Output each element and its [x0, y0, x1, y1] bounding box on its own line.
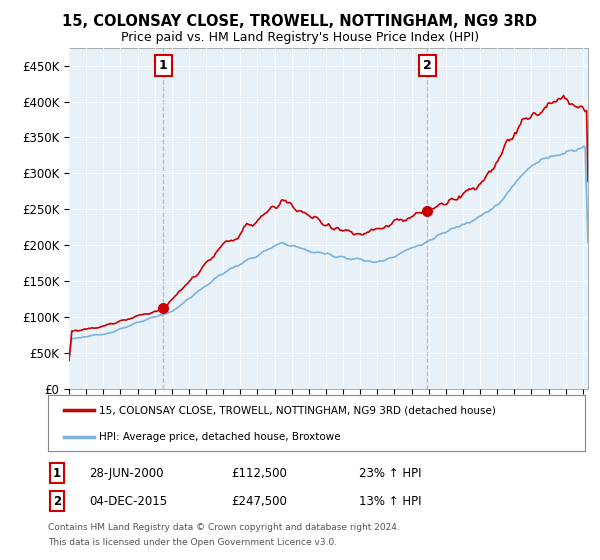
Text: 2: 2: [423, 59, 431, 72]
Text: HPI: Average price, detached house, Broxtowe: HPI: Average price, detached house, Brox…: [99, 432, 341, 442]
Text: 04-DEC-2015: 04-DEC-2015: [89, 494, 167, 508]
Text: 2: 2: [53, 494, 61, 508]
Text: 1: 1: [159, 59, 167, 72]
Text: This data is licensed under the Open Government Licence v3.0.: This data is licensed under the Open Gov…: [48, 538, 337, 547]
Text: £247,500: £247,500: [231, 494, 287, 508]
Text: Price paid vs. HM Land Registry's House Price Index (HPI): Price paid vs. HM Land Registry's House …: [121, 31, 479, 44]
Text: 1: 1: [53, 466, 61, 480]
Text: 15, COLONSAY CLOSE, TROWELL, NOTTINGHAM, NG9 3RD: 15, COLONSAY CLOSE, TROWELL, NOTTINGHAM,…: [62, 14, 538, 29]
Text: 15, COLONSAY CLOSE, TROWELL, NOTTINGHAM, NG9 3RD (detached house): 15, COLONSAY CLOSE, TROWELL, NOTTINGHAM,…: [99, 405, 496, 416]
Text: £112,500: £112,500: [231, 466, 287, 480]
Text: 23% ↑ HPI: 23% ↑ HPI: [359, 466, 421, 480]
Text: 13% ↑ HPI: 13% ↑ HPI: [359, 494, 421, 508]
Text: 28-JUN-2000: 28-JUN-2000: [89, 466, 163, 480]
Text: Contains HM Land Registry data © Crown copyright and database right 2024.: Contains HM Land Registry data © Crown c…: [48, 523, 400, 532]
